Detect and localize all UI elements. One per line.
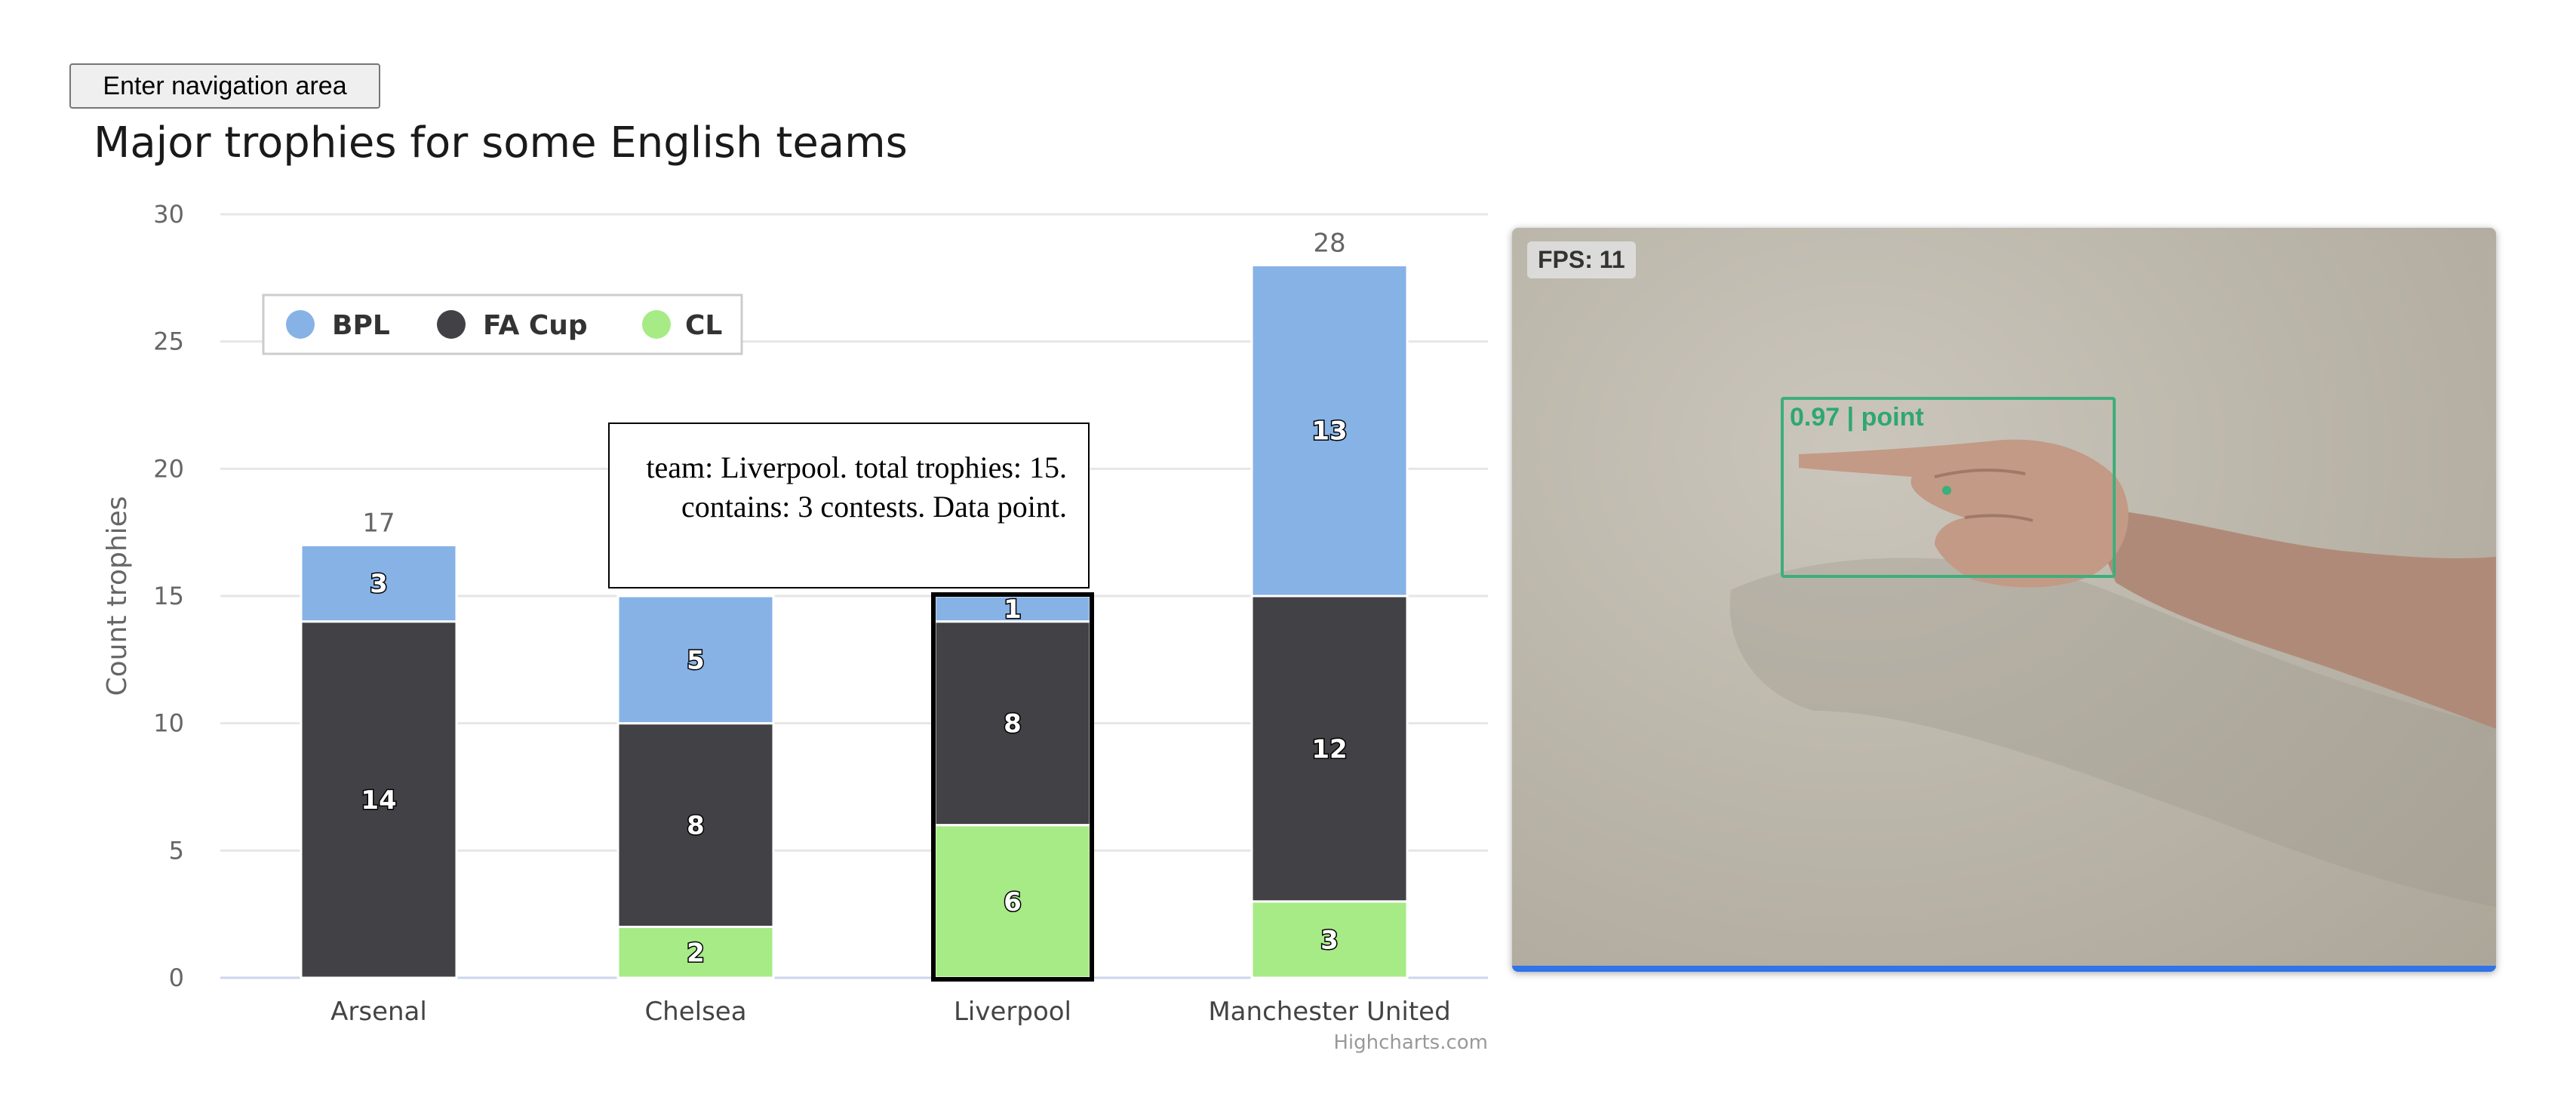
total-label: 17 xyxy=(362,509,395,539)
hand-shadow xyxy=(1729,558,2496,907)
data-label: 3 xyxy=(370,569,388,599)
bar-segment[interactable] xyxy=(933,824,1092,979)
data-label: 5 xyxy=(687,645,705,675)
camera-progress-bar xyxy=(1512,966,2496,972)
enter-navigation-area-button[interactable]: Enter navigation area xyxy=(69,63,380,109)
detection-label: 0.97 | point xyxy=(1790,403,1924,432)
bar-stack-liverpool[interactable]: 68115 xyxy=(931,559,1094,982)
legend-marker xyxy=(642,310,671,339)
x-axis-ticks: Arsenal Chelsea Liverpool Manchester United xyxy=(330,997,1451,1027)
bar-segment[interactable] xyxy=(616,722,775,929)
legend-item-cl[interactable]: CL xyxy=(642,310,722,341)
data-label: 8 xyxy=(1004,709,1022,739)
bar-segment[interactable] xyxy=(616,926,775,979)
bar-stack-arsenal[interactable]: 014317 xyxy=(300,509,458,982)
legend-label: CL xyxy=(685,310,722,341)
y-tick-label: 25 xyxy=(153,327,184,356)
bar-segment[interactable] xyxy=(300,620,458,979)
credits[interactable]: Highcharts.com xyxy=(1333,1031,1488,1054)
x-tick-label: Manchester United xyxy=(1208,997,1450,1027)
total-label: 28 xyxy=(1313,228,1345,258)
fps-badge: FPS: 11 xyxy=(1527,241,1636,278)
bar-segment[interactable] xyxy=(1250,900,1409,979)
y-tick-label: 15 xyxy=(153,582,184,610)
data-label: 8 xyxy=(687,811,705,841)
finger-crease xyxy=(1934,469,2033,522)
y-axis-title: Count trophies xyxy=(102,496,133,696)
y-tick-label: 20 xyxy=(153,454,184,483)
data-label: 13 xyxy=(1311,416,1347,447)
data-label: 6 xyxy=(1004,887,1022,917)
chart: Major trophies for some English teams 0 5… xyxy=(94,118,1488,1054)
y-axis-ticks: 0 5 10 15 20 25 30 xyxy=(153,200,184,992)
legend-item-bpl[interactable]: BPL xyxy=(286,310,390,341)
tooltip: team: Liverpool. total trophies: 15. con… xyxy=(608,423,1090,588)
data-label: 2 xyxy=(687,938,705,968)
bar-segment[interactable] xyxy=(1250,263,1409,598)
x-tick-label: Arsenal xyxy=(330,997,427,1027)
bar-stack-chelsea[interactable]: 28515 xyxy=(616,559,775,979)
data-label: 14 xyxy=(361,785,396,816)
camera-feed: FPS: 11 0.97 | point xyxy=(1512,228,2496,972)
hand-image xyxy=(1729,439,2496,907)
chart-title: Major trophies for some English teams xyxy=(94,118,908,167)
bar-segment[interactable] xyxy=(300,544,458,623)
bar-segment[interactable] xyxy=(1250,595,1409,903)
forearm xyxy=(2086,507,2496,729)
pointer-dot xyxy=(1942,486,1951,495)
bars: 01431728515681153121328 xyxy=(300,228,1409,982)
y-tick-label: 30 xyxy=(153,200,184,229)
legend-marker xyxy=(286,310,315,339)
legend-label: FA Cup xyxy=(483,310,588,341)
legend-marker xyxy=(437,310,466,339)
legend-label: BPL xyxy=(332,310,390,341)
legend: BPL FA Cup CL xyxy=(262,293,743,355)
data-label: 12 xyxy=(1311,734,1347,764)
bar-segment[interactable] xyxy=(933,620,1092,827)
y-tick-label: 10 xyxy=(153,709,184,738)
y-tick-label: 0 xyxy=(169,963,184,992)
x-tick-label: Chelsea xyxy=(644,997,746,1027)
detection-box: 0.97 | point xyxy=(1781,397,2116,578)
data-label: 3 xyxy=(1320,925,1339,955)
bar-stack-manchester-united[interactable]: 3 12 13 28 xyxy=(1250,228,1409,979)
legend-item-fa-cup[interactable]: FA Cup xyxy=(437,310,588,341)
hand xyxy=(1799,439,2129,588)
bar-segment[interactable] xyxy=(616,595,775,725)
y-tick-label: 5 xyxy=(169,836,184,865)
x-tick-label: Liverpool xyxy=(954,997,1071,1027)
data-label: 1 xyxy=(1004,595,1022,625)
highlight-outline xyxy=(931,592,1094,982)
